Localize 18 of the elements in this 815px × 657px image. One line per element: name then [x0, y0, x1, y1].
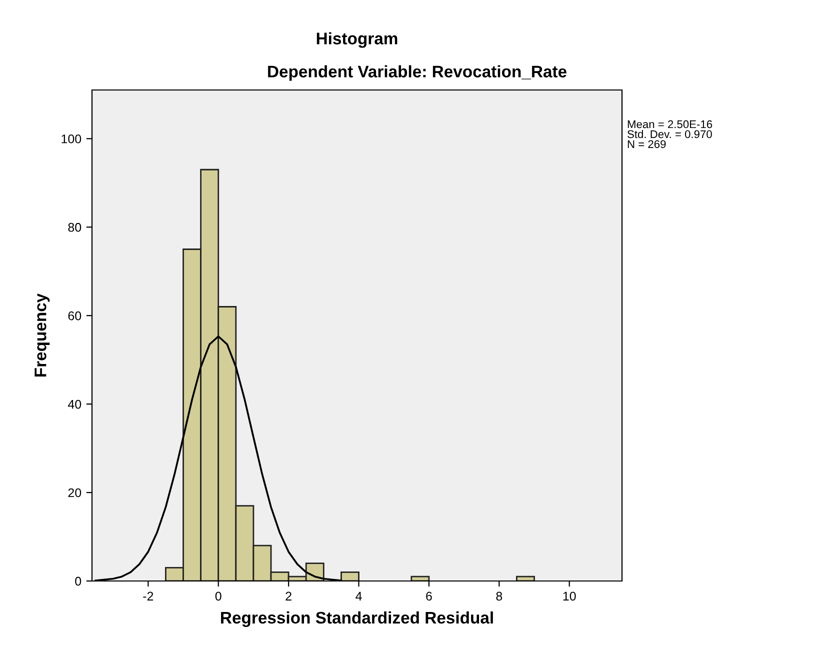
x-tick-label: 2: [286, 592, 292, 600]
y-axis-title: Frequency: [34, 293, 50, 377]
x-tick-label: 4: [356, 592, 362, 600]
chart-subtitle: Dependent Variable: Revocation_Rate: [268, 65, 566, 81]
x-tick-label: -2: [143, 592, 154, 600]
text: Mean = 2.50E-16 Std. Dev. = 0.970 N = 269: [628, 120, 712, 148]
x-tick-label: 10: [563, 592, 576, 601]
y-tick-label: 20: [68, 488, 82, 498]
x-tick-label: 6: [426, 592, 432, 601]
x-tick-label: 0: [215, 592, 222, 601]
y-tick-label: 100: [62, 134, 82, 144]
y-tick-label: 80: [68, 222, 82, 232]
x-tick-label: 8: [496, 592, 502, 601]
chart-title: Histogram: [316, 32, 398, 48]
y-tick-label: 0: [75, 576, 82, 586]
y-tick-label: 40: [68, 400, 82, 409]
x-axis-title: Regression Standardized Residual: [221, 611, 493, 628]
y-tick-label: 60: [68, 311, 82, 320]
